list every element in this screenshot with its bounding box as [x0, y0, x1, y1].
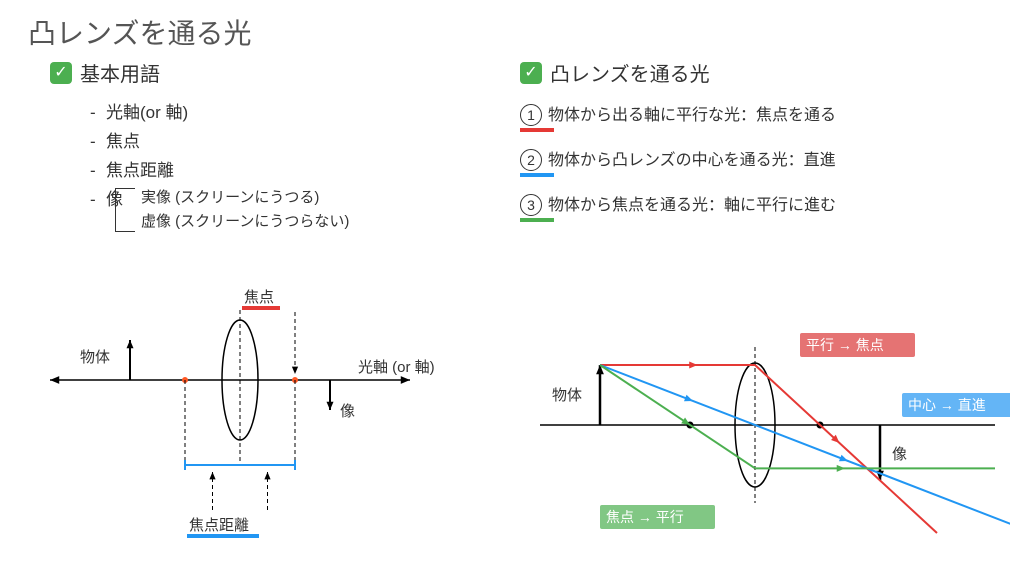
term-2: 焦点距離: [106, 157, 174, 186]
svg-text:中心 → 直進: 中心 → 直進: [908, 397, 986, 413]
image-sub-0: 実像 (スクリーンにうつる): [141, 186, 349, 210]
svg-text:像: 像: [892, 446, 907, 463]
check-icon: ✓: [520, 62, 542, 84]
rules-list: 1物体から出る軸に平行な光：焦点を通る 2物体から凸レンズの中心を通る光：直進 3物…: [520, 101, 1000, 222]
rule-1: 2物体から凸レンズの中心を通る光：直進: [520, 146, 1000, 177]
svg-text:像: 像: [340, 403, 355, 420]
rule-0: 1物体から出る軸に平行な光：焦点を通る: [520, 101, 1000, 132]
rule-2: 3物体から焦点を通る光：軸に平行に進む: [520, 191, 1000, 222]
right-header-text: 凸レンズを通る光: [550, 58, 710, 87]
term-list: -光軸(or 軸) -焦点 -焦点距離 -像 実像 (スクリーンにうつる) 虚像…: [90, 99, 490, 234]
left-header: ✓ 基本用語: [50, 58, 490, 87]
left-column: ✓ 基本用語 -光軸(or 軸) -焦点 -焦点距離 -像 実像 (スクリーンに…: [50, 58, 490, 234]
svg-text:焦点距離: 焦点距離: [189, 516, 249, 534]
term-0: 光軸(or 軸): [106, 99, 188, 128]
check-icon: ✓: [50, 62, 72, 84]
svg-text:焦点: 焦点: [244, 289, 274, 306]
svg-text:物体: 物体: [552, 387, 582, 404]
left-header-text: 基本用語: [80, 58, 160, 87]
svg-text:光軸 (or 軸): 光軸 (or 軸): [358, 359, 435, 376]
page-title: 凸レンズを通る光: [28, 12, 251, 52]
diagram-rays: 物体像 平行 → 焦点中心 → 直進焦点 → 平行: [540, 315, 1010, 565]
image-sub-1: 虚像 (スクリーンにうつらない): [141, 210, 349, 234]
right-column: ✓ 凸レンズを通る光 1物体から出る軸に平行な光：焦点を通る 2物体から凸レンズの…: [520, 58, 1000, 222]
diagram-terms: 物体像 光軸 (or 軸) 焦点焦点距離: [40, 280, 480, 540]
svg-text:焦点 → 平行: 焦点 → 平行: [606, 509, 684, 525]
svg-text:平行 → 焦点: 平行 → 焦点: [806, 337, 884, 353]
svg-text:物体: 物体: [80, 349, 110, 366]
term-1: 焦点: [106, 128, 140, 157]
right-header: ✓ 凸レンズを通る光: [520, 58, 1000, 87]
